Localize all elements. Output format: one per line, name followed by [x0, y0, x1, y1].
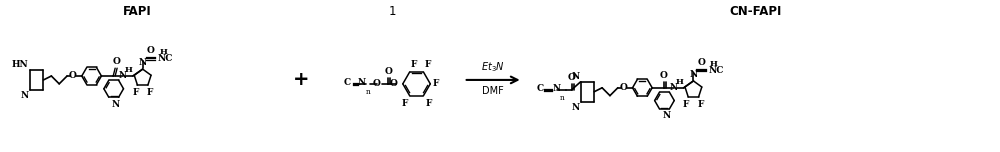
- Text: Et$_3$N: Et$_3$N: [481, 60, 505, 74]
- Text: N: N: [689, 70, 698, 79]
- Text: F: F: [411, 60, 417, 69]
- Text: H: H: [676, 78, 684, 86]
- Text: O: O: [147, 46, 154, 55]
- Text: N: N: [119, 71, 127, 81]
- Text: CN-FAPI: CN-FAPI: [729, 5, 781, 18]
- Text: H: H: [159, 48, 167, 56]
- Text: N: N: [571, 72, 580, 81]
- Text: F: F: [683, 100, 689, 109]
- Text: n: n: [559, 94, 564, 102]
- Text: O: O: [568, 73, 576, 82]
- Text: O: O: [660, 71, 668, 80]
- Text: N: N: [553, 84, 561, 93]
- Text: F: F: [424, 60, 431, 69]
- Text: O: O: [372, 79, 380, 88]
- Text: N: N: [571, 102, 580, 112]
- Text: O: O: [69, 71, 77, 81]
- Text: DMF: DMF: [482, 86, 504, 96]
- Text: N: N: [112, 100, 120, 109]
- Text: O: O: [384, 67, 392, 76]
- Text: F: F: [401, 99, 408, 108]
- Text: N: N: [670, 83, 678, 92]
- Text: F: F: [147, 88, 153, 97]
- Text: NC: NC: [708, 66, 724, 75]
- Text: n: n: [366, 88, 371, 96]
- Text: F: F: [432, 79, 439, 88]
- Text: C: C: [537, 84, 544, 93]
- Text: O: O: [620, 83, 628, 92]
- Text: O: O: [390, 79, 398, 88]
- Text: HN: HN: [12, 60, 29, 69]
- Text: +: +: [292, 70, 309, 89]
- Text: H: H: [125, 66, 133, 74]
- Text: NC: NC: [157, 54, 173, 63]
- Text: F: F: [132, 88, 139, 97]
- Text: H: H: [710, 60, 718, 68]
- Text: N: N: [358, 78, 366, 87]
- Text: F: F: [697, 100, 704, 109]
- Text: N: N: [662, 111, 671, 120]
- Text: FAPI: FAPI: [122, 5, 151, 18]
- Text: 1: 1: [388, 5, 396, 18]
- Text: O: O: [697, 58, 705, 67]
- Text: N: N: [21, 91, 29, 100]
- Text: N: N: [139, 58, 147, 67]
- Text: O: O: [112, 57, 120, 66]
- Text: C: C: [344, 78, 351, 87]
- Text: F: F: [425, 99, 432, 108]
